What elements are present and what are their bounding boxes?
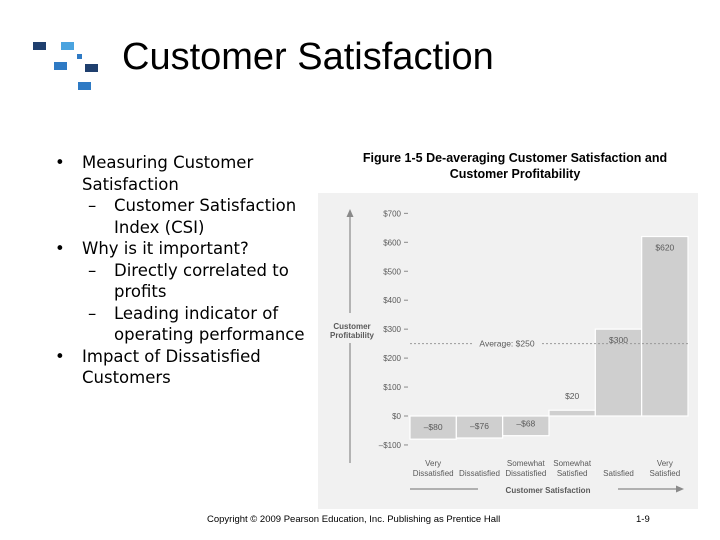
data-label: –$80 (424, 422, 443, 432)
x-tick-label: Very (657, 459, 673, 468)
y-tick-label: $400 (383, 296, 401, 305)
slide-title: Customer Satisfaction (122, 36, 494, 78)
bullet-text: Why is it important? (82, 239, 249, 258)
bullet-text: Measuring Customer Satisfaction (82, 153, 254, 194)
logo-square (33, 42, 46, 50)
average-label: Average: $250 (479, 339, 534, 349)
sub-bullet-item: – Leading indicator of operating performa… (55, 303, 315, 346)
data-label: –$76 (470, 421, 489, 431)
data-label: $300 (609, 335, 628, 345)
sub-bullet-text: Leading indicator of operating performan… (114, 303, 305, 345)
bar (548, 409, 596, 417)
sub-bullet-item: – Directly correlated to profits (55, 260, 315, 303)
x-axis-label: Customer Satisfaction (506, 486, 591, 495)
bar (502, 415, 550, 437)
data-label: $620 (655, 243, 674, 253)
x-tick-label: Somewhat (553, 459, 592, 468)
bullet-list: Measuring Customer Satisfaction–Customer… (55, 152, 315, 389)
bullet-item: Impact of Dissatisfied Customers (55, 346, 315, 389)
x-tick-label: Satisfied (649, 469, 680, 478)
x-axis-arrow-head (676, 485, 684, 493)
logo-square (85, 64, 98, 72)
profitability-chart: –$100 $0 $100 $200 $300 $400 $500 $600 $700 Custo… (318, 193, 698, 509)
y-axis-arrow-head (346, 209, 354, 217)
figure-caption: Figure 1-5 De-averaging Customer Satisfa… (362, 151, 668, 181)
y-tick-label: $100 (383, 383, 401, 392)
x-tick-label: Satisfied (557, 469, 588, 478)
y-tick-label: $500 (383, 267, 401, 276)
bar (641, 235, 689, 417)
y-tick-label: $0 (392, 412, 401, 421)
x-tick-label: Dissatisfied (413, 469, 454, 478)
x-tick-label: Dissatisfied (459, 469, 500, 478)
average-label-bg (473, 336, 541, 350)
y-tick-label: $300 (383, 325, 401, 334)
bullet-item: Measuring Customer Satisfaction (55, 152, 315, 195)
data-label: –$68 (516, 419, 535, 429)
y-tick-label: $700 (383, 209, 401, 218)
y-tick-label: $600 (383, 238, 401, 247)
copyright-footer: Copyright © 2009 Pearson Education, Inc.… (207, 514, 501, 525)
logo-square (78, 82, 91, 90)
sub-bullet-marker: – (88, 303, 97, 323)
data-label: $20 (565, 391, 579, 401)
logo-square (54, 62, 67, 70)
sub-bullet-marker: – (88, 260, 97, 280)
sub-bullet-item: – Customer Satisfaction Index (CSI) (55, 195, 315, 238)
slide-number: 1-9 (636, 514, 650, 525)
y-axis-label: Profitability (330, 331, 375, 340)
bullet-item: Why is it important? (55, 238, 315, 260)
logo-square (61, 42, 74, 50)
y-tick-label: $200 (383, 354, 401, 363)
x-tick-label: Somewhat (507, 459, 546, 468)
y-axis-label: Customer (333, 322, 370, 331)
bullet-text: Impact of Dissatisfied Customers (82, 346, 261, 388)
x-tick-label: Satisfied (603, 469, 634, 478)
x-tick-label: Dissatisfied (505, 469, 546, 478)
logo-square (77, 54, 82, 59)
y-tick-label: –$100 (379, 441, 402, 450)
sub-bullet-marker: – (88, 196, 97, 215)
x-tick-label: Very (425, 459, 441, 468)
sub-bullet-text: Customer Satisfaction Index (CSI) (114, 196, 297, 237)
sub-bullet-text: Directly correlated to profits (114, 260, 289, 302)
